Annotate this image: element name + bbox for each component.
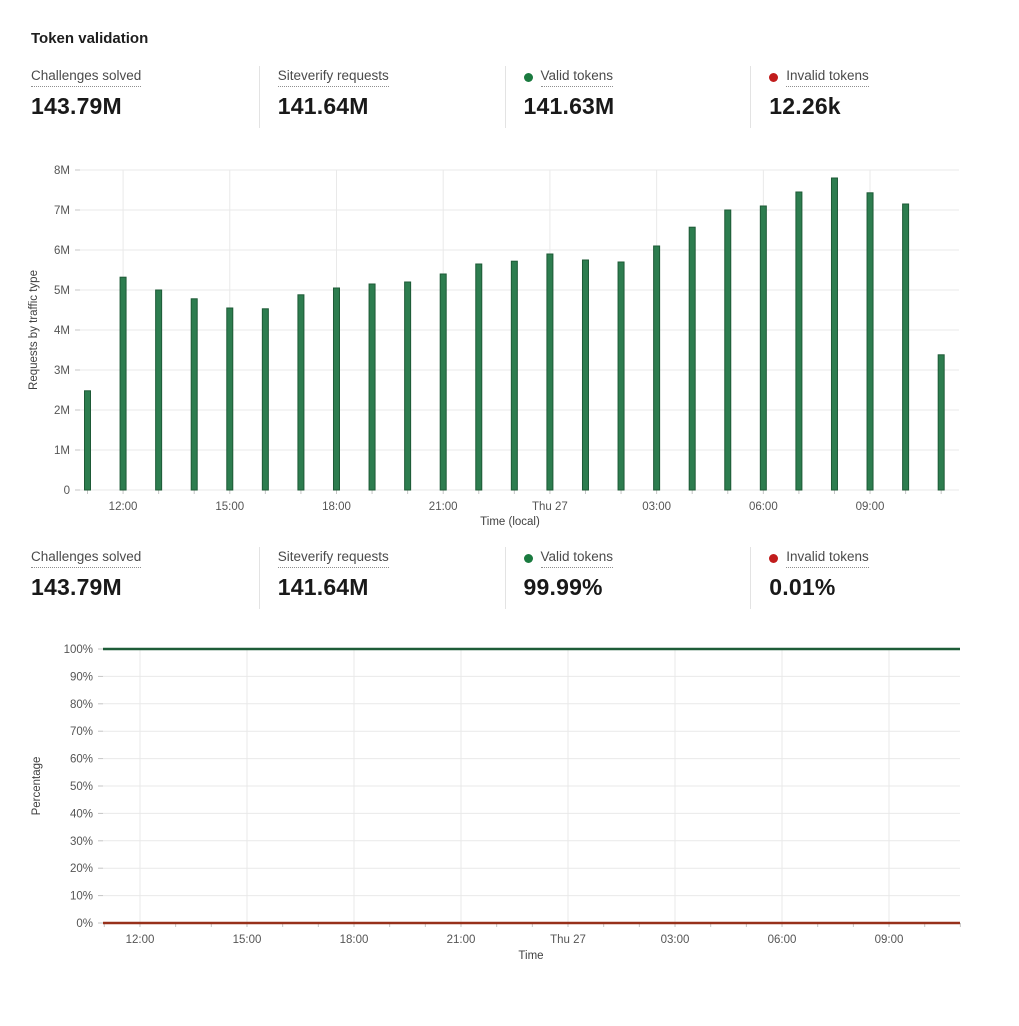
bar-21:00[interactable] <box>439 273 447 491</box>
y-tick-label: 2M <box>54 405 70 417</box>
x-tick-label: 06:00 <box>768 934 797 946</box>
token-validity-percentage-chart[interactable]: 0% 10% 20% 30% 40% 50% 60% 70% 80% 90% 100% 12:00 15… <box>0 635 1019 980</box>
x-axis-title: Time <box>518 950 543 962</box>
bar-07:00[interactable] <box>795 191 803 491</box>
x-tick-label: 18:00 <box>340 934 369 946</box>
y-tick-label: 0% <box>76 918 93 930</box>
bar-01:00[interactable] <box>581 259 589 491</box>
requests-by-traffic-type-chart[interactable]: 0 1M 2M 3M 4M 5M 6M 7M 8M 12:00 15:00 18:00 21:00 Thu… <box>0 150 1019 540</box>
stat-value-siteverify-requests: 141.64M <box>277 573 369 600</box>
valid-tokens-dot-icon <box>523 72 533 82</box>
x-tick-label: 03:00 <box>642 501 671 513</box>
bar-19:00[interactable] <box>368 283 376 491</box>
stat-value-valid-tokens-percentage: 99.99% <box>523 573 603 600</box>
y-tick-label: 30% <box>70 836 93 848</box>
bar-18:00[interactable] <box>332 287 340 491</box>
y-tick-label: 50% <box>70 781 93 793</box>
bar-13:00[interactable] <box>155 289 163 491</box>
stat-value-valid-tokens: 141.63M <box>523 92 615 119</box>
y-tick-label: 4M <box>54 325 70 337</box>
y-tick-label: 20% <box>70 863 93 875</box>
y-tick-label: 7M <box>54 205 70 217</box>
stat-challenges-solved-bottom: Challenges solved 143.79M <box>31 547 259 609</box>
bar-11:00[interactable] <box>84 390 91 491</box>
y-tick-label: 1M <box>54 445 70 457</box>
stat-value-challenges-solved: 143.79M <box>31 573 122 600</box>
bar-02:00[interactable] <box>617 261 625 491</box>
stat-value-invalid-tokens: 12.26k <box>769 92 841 119</box>
y-tick-label: 60% <box>70 754 93 766</box>
y-tick-label: 8M <box>54 165 70 177</box>
stat-label-siteverify-requests[interactable]: Siteverify requests <box>277 549 389 568</box>
bar-14:00[interactable] <box>190 298 198 491</box>
stat-value-invalid-tokens-percentage: 0.01% <box>769 573 836 600</box>
stat-label-challenges-solved[interactable]: Challenges solved <box>31 68 142 87</box>
x-tick-label: 21:00 <box>429 501 458 513</box>
stat-value-challenges-solved: 143.79M <box>31 92 122 119</box>
y-tick-label: 90% <box>70 671 93 683</box>
bar-20:00[interactable] <box>404 281 412 491</box>
x-tick-label: 12:00 <box>126 934 155 946</box>
y-tick-label: 100% <box>64 644 93 656</box>
bar-series-valid-tokens[interactable] <box>84 177 945 491</box>
y-tick-label: 0 <box>64 485 70 497</box>
y-tick-label: 5M <box>54 285 70 297</box>
y-tick-label: 80% <box>70 699 93 711</box>
y-tick-label: 6M <box>54 245 70 257</box>
stat-valid-tokens-bottom: Valid tokens 99.99% <box>504 547 751 609</box>
x-tick-label: 18:00 <box>322 501 351 513</box>
y-axis-title: Requests by traffic type <box>28 270 40 390</box>
page-title: Token validation <box>31 30 149 47</box>
x-tick-label: 15:00 <box>233 934 262 946</box>
x-tick-label: 03:00 <box>661 934 690 946</box>
bar-12:00[interactable] <box>119 276 127 491</box>
bar-06:00[interactable] <box>759 205 767 491</box>
stat-label-valid-tokens[interactable]: Valid tokens <box>540 68 614 87</box>
y-axis-title: Percentage <box>31 757 43 816</box>
y-tick-label: 40% <box>70 808 93 820</box>
stats-row-top: Challenges solved 143.79M Siteverify req… <box>31 66 996 128</box>
bar-08:00[interactable] <box>830 177 838 491</box>
bar-05:00[interactable] <box>724 209 732 491</box>
stat-invalid-tokens-bottom: Invalid tokens 0.01% <box>750 547 996 609</box>
bar-10:00[interactable] <box>902 203 910 491</box>
x-tick-label: 09:00 <box>875 934 904 946</box>
bar-04:00[interactable] <box>688 226 696 491</box>
x-tick-label: 12:00 <box>109 501 138 513</box>
x-tick-label: Thu 27 <box>532 501 568 513</box>
bar-15:00[interactable] <box>226 307 234 491</box>
stat-invalid-tokens-top: Invalid tokens 12.26k <box>750 66 996 128</box>
y-tick-label: 10% <box>70 891 93 903</box>
bar-11:00[interactable] <box>937 354 945 491</box>
stat-value-siteverify-requests: 141.64M <box>277 92 369 119</box>
x-tick-label: 09:00 <box>856 501 885 513</box>
stat-challenges-solved-top: Challenges solved 143.79M <box>31 66 259 128</box>
stat-label-invalid-tokens[interactable]: Invalid tokens <box>786 68 869 87</box>
x-tick-label: 21:00 <box>447 934 476 946</box>
bar-17:00[interactable] <box>297 294 305 491</box>
stat-label-invalid-tokens[interactable]: Invalid tokens <box>786 549 869 568</box>
stat-label-challenges-solved[interactable]: Challenges solved <box>31 549 142 568</box>
bar-03:00[interactable] <box>653 245 661 491</box>
x-axis-title: Time (local) <box>480 516 540 528</box>
y-tick-label: 70% <box>70 726 93 738</box>
bar-09:00[interactable] <box>866 192 874 491</box>
stats-row-bottom: Challenges solved 143.79M Siteverify req… <box>31 547 996 609</box>
invalid-tokens-dot-icon <box>769 72 779 82</box>
stat-label-siteverify-requests[interactable]: Siteverify requests <box>277 68 389 87</box>
stat-siteverify-requests-top: Siteverify requests 141.64M <box>258 66 505 128</box>
y-tick-label: 3M <box>54 365 70 377</box>
x-tick-label: 06:00 <box>749 501 778 513</box>
valid-tokens-dot-icon <box>523 553 533 563</box>
invalid-tokens-dot-icon <box>769 553 779 563</box>
bar-16:00[interactable] <box>261 308 269 491</box>
stat-label-valid-tokens[interactable]: Valid tokens <box>540 549 614 568</box>
bar-Thu 27[interactable] <box>546 253 554 491</box>
bar-23:00[interactable] <box>510 260 518 491</box>
x-tick-label: 15:00 <box>215 501 244 513</box>
x-tick-label: Thu 27 <box>550 934 586 946</box>
stat-siteverify-requests-bottom: Siteverify requests 141.64M <box>258 547 505 609</box>
bar-22:00[interactable] <box>475 263 483 491</box>
stat-valid-tokens-top: Valid tokens 141.63M <box>504 66 751 128</box>
